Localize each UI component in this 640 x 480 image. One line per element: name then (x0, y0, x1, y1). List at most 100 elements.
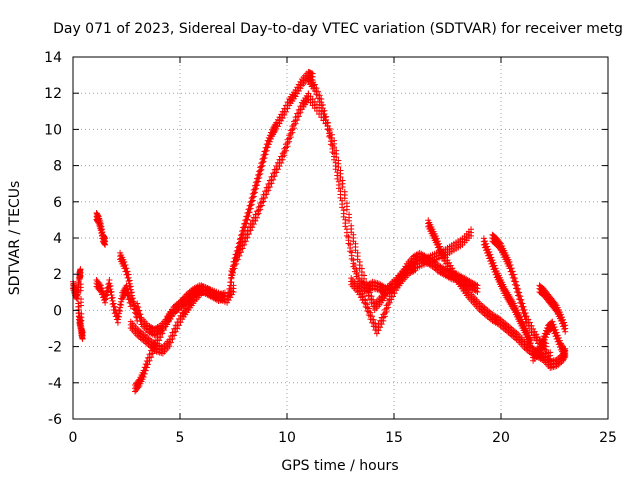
data-point (126, 277, 133, 284)
x-tick-label: 5 (176, 430, 185, 446)
data-point (549, 318, 556, 325)
data-point (491, 262, 498, 269)
data-point (98, 285, 105, 292)
data-point (516, 289, 523, 296)
data-point (489, 257, 496, 264)
data-point (434, 238, 441, 245)
data-point (369, 313, 376, 320)
data-point (313, 101, 320, 108)
data-point (106, 276, 113, 283)
data-point (358, 265, 365, 272)
y-tick-label: 8 (53, 159, 62, 175)
data-point (129, 295, 136, 302)
data-point (486, 248, 493, 255)
y-tick-label: 2 (53, 267, 62, 283)
data-point (319, 101, 326, 108)
data-point (483, 240, 490, 247)
series-arc-9 (226, 68, 316, 299)
data-point (316, 104, 323, 111)
series-arc-13 (348, 260, 419, 337)
series-arc-10 (228, 90, 312, 281)
data-point (474, 282, 481, 289)
data-point (121, 258, 128, 265)
data-point (362, 297, 369, 304)
axis-ticks: 0 5 10 15 20 25 -6 -4 -2 0 2 4 6 8 10 12 14 (44, 50, 617, 446)
data-point (554, 332, 561, 339)
data-point (525, 316, 532, 323)
data-point (333, 147, 340, 154)
data-point (364, 301, 371, 308)
data-point (316, 92, 323, 99)
data-point (509, 268, 516, 275)
series-arc-7 (127, 284, 205, 357)
data-point (109, 294, 116, 301)
data-point (341, 188, 348, 195)
data-point (561, 319, 568, 326)
data-point (517, 293, 524, 300)
y-axis-label: SDTVAR / TECUs (7, 181, 23, 296)
data-point (511, 275, 518, 282)
data-point (492, 265, 499, 272)
data-point (347, 241, 354, 248)
data-point (521, 306, 528, 313)
y-tick-label: 14 (44, 50, 62, 66)
data-point (114, 313, 121, 320)
data-point (134, 300, 141, 307)
data-point (368, 293, 375, 300)
data-point (116, 307, 123, 314)
data-point (490, 259, 497, 266)
x-tick-label: 25 (599, 430, 617, 446)
data-point (508, 265, 515, 272)
data-point (496, 239, 503, 246)
data-point (110, 300, 117, 307)
data-point (526, 319, 533, 326)
data-point (77, 266, 84, 273)
data-point (481, 238, 488, 245)
data-point (366, 289, 373, 296)
data-point (348, 249, 355, 256)
data-point (365, 286, 372, 293)
data-point (324, 119, 331, 126)
data-point (361, 293, 368, 300)
data-point (557, 311, 564, 318)
data-point (435, 240, 442, 247)
series-arc-15 (480, 235, 534, 350)
data-point (356, 258, 363, 265)
data-point (518, 296, 525, 303)
data-point (480, 235, 487, 242)
data-point (99, 287, 106, 294)
data-point (515, 286, 522, 293)
y-tick-label: 10 (44, 122, 62, 138)
data-point (117, 301, 124, 308)
y-tick-label: 12 (44, 86, 62, 102)
data-point (433, 235, 440, 242)
data-point (352, 240, 359, 247)
series-arc-2 (75, 300, 86, 342)
data-point (412, 260, 419, 267)
y-tick-label: -6 (48, 412, 62, 428)
data-point (309, 70, 316, 77)
data-point (468, 226, 475, 233)
data-point (487, 251, 494, 258)
data-point (342, 216, 349, 223)
data-point (108, 288, 115, 295)
x-tick-label: 15 (385, 430, 403, 446)
data-point (124, 268, 131, 275)
data-point (97, 220, 104, 227)
data-point (98, 223, 105, 230)
data-point (361, 272, 368, 279)
data-point (331, 137, 338, 144)
x-tick-label: 0 (69, 430, 78, 446)
data-point (512, 278, 519, 285)
data-point (102, 235, 109, 242)
data-point (510, 271, 517, 278)
y-tick-label: 6 (53, 195, 62, 211)
data-point (99, 229, 106, 236)
data-point (136, 307, 143, 314)
data-point (346, 211, 353, 218)
data-point (343, 200, 350, 207)
data-point (507, 262, 514, 269)
data-point (137, 311, 144, 318)
data-point (367, 309, 374, 316)
